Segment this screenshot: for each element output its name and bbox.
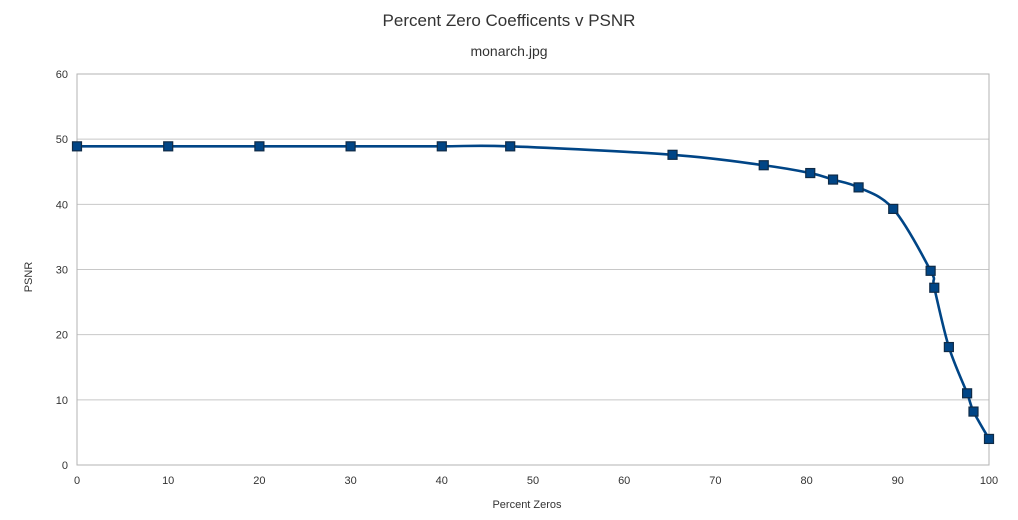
grid-layer [77,73,989,466]
data-point [925,265,936,276]
x-tick-label: 90 [892,475,904,487]
data-markers [71,141,995,445]
y-tick-label: 50 [56,134,68,146]
data-point [888,203,899,214]
data-point [827,174,839,185]
data-point [962,388,973,399]
y-tick-label: 40 [56,199,68,211]
series-line [77,144,991,440]
data-point [667,149,678,160]
data-point [983,433,995,445]
y-tick-labels: 0 10 20 30 40 50 60 [56,69,68,472]
x-tick-label: 60 [618,475,630,487]
plot-frame [76,73,990,466]
y-axis-label: PSNR [23,262,35,293]
data-point [929,282,940,293]
y-tick-label: 20 [56,330,68,342]
x-tick-label: 40 [436,475,448,487]
x-tick-label: 30 [344,475,356,487]
data-point [805,167,816,179]
x-tick-label: 20 [253,475,265,487]
data-point [943,341,954,353]
x-tick-labels: 0 10 20 30 40 50 60 70 80 90 100 [74,475,998,487]
data-point [968,406,979,417]
data-point [853,182,864,193]
x-axis-label: Percent Zeros [492,499,562,511]
data-point [436,141,447,152]
y-tick-label: 60 [56,69,68,81]
y-tick-label: 10 [56,395,68,407]
chart-subtitle: monarch.jpg [470,43,547,59]
data-point [505,141,516,152]
data-point [758,160,769,171]
data-point [345,141,356,152]
data-point [163,141,174,152]
x-tick-label: 10 [162,475,174,487]
x-tick-label: 0 [74,475,80,487]
y-tick-label: 0 [62,460,68,472]
data-point [254,141,265,152]
x-tick-label: 70 [709,475,721,487]
x-tick-label: 100 [980,475,998,487]
y-tick-label: 30 [56,265,68,277]
chart-title: Percent Zero Coefficents v PSNR [383,11,636,30]
x-tick-label: 50 [527,475,539,487]
x-tick-label: 80 [800,475,812,487]
data-point [71,141,83,152]
